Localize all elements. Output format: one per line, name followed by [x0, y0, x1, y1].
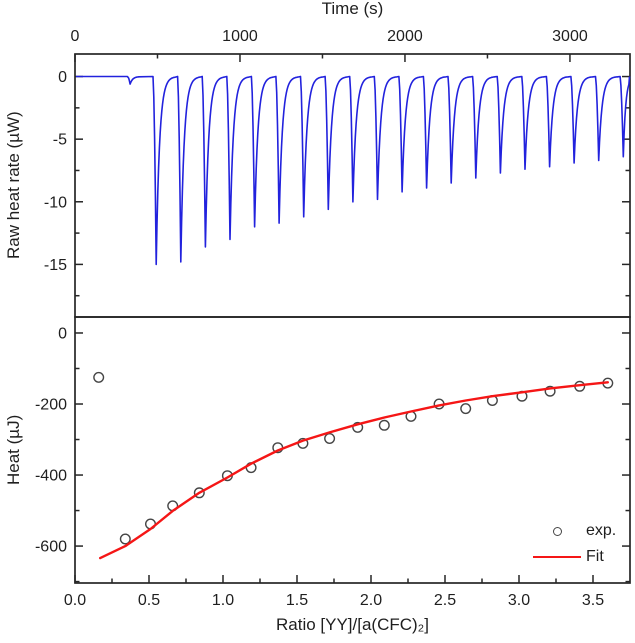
svg-text:0: 0 — [58, 69, 67, 86]
legend-label-exp: exp. — [586, 522, 617, 539]
legend: exp. Fit — [528, 518, 632, 570]
bottom-y-axis-title: Heat (µJ) — [4, 414, 23, 486]
svg-text:3.0: 3.0 — [508, 592, 530, 609]
svg-text:-15: -15 — [44, 257, 67, 274]
legend-item-exp: exp. — [528, 518, 632, 544]
svg-text:2.5: 2.5 — [434, 592, 456, 609]
svg-text:0.0: 0.0 — [64, 592, 86, 609]
svg-text:2.0: 2.0 — [360, 592, 382, 609]
top-y-axis-title: Raw heat rate (µW) — [4, 111, 23, 260]
svg-text:1.0: 1.0 — [212, 592, 234, 609]
svg-text:0.5: 0.5 — [138, 592, 160, 609]
bottom-x-axis-title: Ratio [YY]/[a(CFC)₂] — [275, 615, 430, 634]
svg-text:3.5: 3.5 — [582, 592, 604, 609]
exp-marker-icon — [528, 526, 586, 536]
legend-item-fit: Fit — [528, 544, 632, 570]
svg-text:-5: -5 — [53, 132, 67, 149]
svg-text:1.5: 1.5 — [286, 592, 308, 609]
top-x-axis-title: Time (s) — [321, 0, 384, 18]
svg-text:3000: 3000 — [552, 28, 588, 45]
svg-text:-200: -200 — [35, 397, 67, 414]
svg-text:2000: 2000 — [387, 28, 423, 45]
svg-text:1000: 1000 — [222, 28, 258, 45]
legend-label-fit: Fit — [586, 548, 604, 565]
svg-text:0: 0 — [58, 325, 67, 342]
svg-text:-10: -10 — [44, 194, 67, 211]
svg-text:-400: -400 — [35, 468, 67, 485]
fit-line-icon — [528, 555, 586, 559]
svg-text:0: 0 — [71, 28, 80, 45]
svg-text:-600: -600 — [35, 539, 67, 556]
